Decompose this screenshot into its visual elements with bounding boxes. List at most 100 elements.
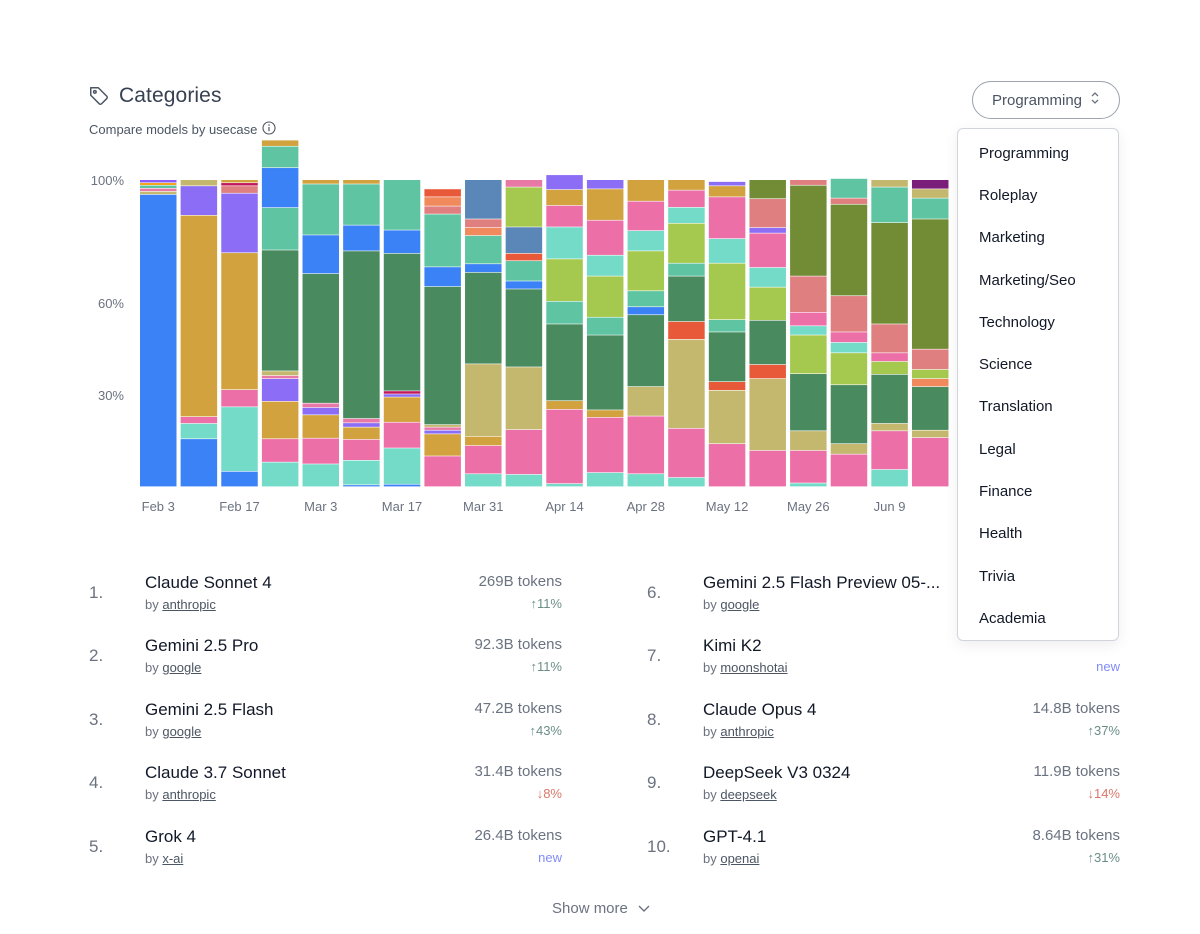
- author-link[interactable]: moonshotai: [720, 660, 788, 676]
- bar-segment[interactable]: [343, 251, 380, 419]
- model-name[interactable]: Grok 4: [145, 826, 197, 846]
- bar-segment[interactable]: [465, 264, 502, 273]
- category-option[interactable]: Legal: [979, 440, 1016, 458]
- bar-segment[interactable]: [424, 189, 461, 197]
- bar-segment[interactable]: [505, 227, 543, 254]
- bar-segment[interactable]: [830, 444, 868, 454]
- bar-segment[interactable]: [424, 456, 461, 487]
- bar-segment[interactable]: [302, 235, 340, 274]
- bar-segment[interactable]: [871, 222, 908, 324]
- bar-segment[interactable]: [586, 255, 624, 276]
- bar-segment[interactable]: [505, 261, 543, 281]
- bar-segment[interactable]: [871, 423, 908, 431]
- bar-segment[interactable]: [505, 367, 543, 430]
- bar-segment[interactable]: [343, 460, 380, 485]
- bar-segment[interactable]: [790, 180, 827, 185]
- bar-segment[interactable]: [465, 436, 502, 446]
- bar-segment[interactable]: [261, 401, 299, 439]
- category-select[interactable]: Programming: [972, 81, 1120, 119]
- bar-segment[interactable]: [221, 389, 258, 407]
- bar-segment[interactable]: [790, 374, 827, 431]
- bar-segment[interactable]: [383, 180, 421, 230]
- bar-segment[interactable]: [140, 185, 177, 188]
- bar-segment[interactable]: [871, 353, 908, 362]
- ranking-item[interactable]: 1. Claude Sonnet 4 by anthropic 269B tokens…: [89, 573, 589, 627]
- category-option[interactable]: Science: [979, 356, 1033, 374]
- bar-segment[interactable]: [830, 385, 868, 444]
- bar-segment[interactable]: [790, 450, 827, 483]
- bar-segment[interactable]: [830, 353, 868, 385]
- model-name[interactable]: Claude Sonnet 4: [145, 573, 272, 592]
- ranking-item[interactable]: 8. Claude Opus 4 by anthropic 14.8B tokens ↑…: [647, 700, 1147, 754]
- bar-segment[interactable]: [343, 184, 380, 225]
- bar-segment[interactable]: [261, 140, 299, 146]
- bar-segment[interactable]: [749, 233, 786, 268]
- bar-segment[interactable]: [790, 483, 827, 487]
- bar-segment[interactable]: [465, 364, 502, 437]
- bar-segment[interactable]: [424, 197, 461, 206]
- bar-segment[interactable]: [261, 375, 299, 379]
- bar-segment[interactable]: [749, 267, 786, 287]
- bar-segment[interactable]: [708, 186, 746, 197]
- author-link[interactable]: anthropic: [162, 787, 216, 803]
- bar-segment[interactable]: [424, 424, 461, 427]
- category-option[interactable]: Finance: [979, 483, 1033, 501]
- bar-segment[interactable]: [465, 227, 502, 236]
- bar-segment[interactable]: [790, 185, 827, 276]
- bar-segment[interactable]: [627, 180, 665, 201]
- bar-segment[interactable]: [708, 332, 746, 382]
- bar-segment[interactable]: [302, 180, 340, 184]
- bar-segment[interactable]: [911, 430, 949, 438]
- bar-segment[interactable]: [749, 320, 786, 365]
- bar-segment[interactable]: [221, 253, 258, 390]
- bar-segment[interactable]: [505, 180, 543, 187]
- ranking-item[interactable]: 10. GPT-4.1 by openai 8.64B tokens ↑31%: [647, 827, 1147, 881]
- category-option[interactable]: Translation: [979, 398, 1053, 416]
- info-icon[interactable]: [262, 121, 276, 138]
- bar-segment[interactable]: [668, 263, 705, 276]
- bar-segment[interactable]: [383, 448, 421, 484]
- bar-segment[interactable]: [790, 335, 827, 374]
- bar-segment[interactable]: [586, 472, 624, 487]
- bar-segment[interactable]: [830, 342, 868, 353]
- bar-segment[interactable]: [668, 477, 705, 487]
- bar-segment[interactable]: [261, 371, 299, 376]
- model-name[interactable]: DeepSeek V3 0324: [703, 763, 851, 783]
- author-link[interactable]: x-ai: [162, 850, 184, 866]
- bar-segment[interactable]: [911, 180, 949, 189]
- bar-segment[interactable]: [627, 291, 665, 307]
- bar-segment[interactable]: [302, 407, 340, 415]
- bar-segment[interactable]: [140, 188, 177, 192]
- bar-segment[interactable]: [911, 189, 949, 198]
- bar-segment[interactable]: [911, 349, 949, 370]
- bar-segment[interactable]: [546, 409, 583, 484]
- bar-segment[interactable]: [302, 464, 340, 487]
- bar-segment[interactable]: [343, 225, 380, 251]
- bar-segment[interactable]: [749, 287, 786, 321]
- ranking-item[interactable]: 5. Grok 4 by x-ai 26.4B tokens new: [89, 827, 589, 881]
- bar-segment[interactable]: [871, 361, 908, 375]
- bar-segment[interactable]: [383, 422, 421, 448]
- bar-segment[interactable]: [627, 416, 665, 474]
- bar-segment[interactable]: [627, 251, 665, 291]
- bar-segment[interactable]: [424, 427, 461, 430]
- bar-segment[interactable]: [302, 184, 340, 235]
- bar-segment[interactable]: [221, 180, 258, 183]
- bar-segment[interactable]: [830, 332, 868, 343]
- bar-segment[interactable]: [261, 439, 299, 462]
- author-link[interactable]: google: [720, 597, 760, 612]
- bar-segment[interactable]: [586, 189, 624, 220]
- model-name[interactable]: Claude Opus 4: [703, 699, 817, 719]
- category-option[interactable]: Trivia: [979, 567, 1016, 585]
- bar-segment[interactable]: [424, 286, 461, 425]
- bar-segment[interactable]: [871, 180, 908, 187]
- bar-segment[interactable]: [668, 223, 705, 263]
- category-option[interactable]: Programming: [979, 144, 1070, 162]
- author-link[interactable]: google: [162, 723, 202, 739]
- author-link[interactable]: anthropic: [162, 597, 216, 612]
- author-link[interactable]: anthropic: [720, 723, 774, 739]
- bar-segment[interactable]: [383, 484, 421, 487]
- ranking-item[interactable]: 6. Gemini 2.5 Flash Preview 05-... by goog…: [647, 573, 1147, 627]
- ranking-item[interactable]: 2. Gemini 2.5 Pro by google 92.3B tokens ↑11…: [89, 636, 589, 690]
- bar-segment[interactable]: [546, 189, 583, 206]
